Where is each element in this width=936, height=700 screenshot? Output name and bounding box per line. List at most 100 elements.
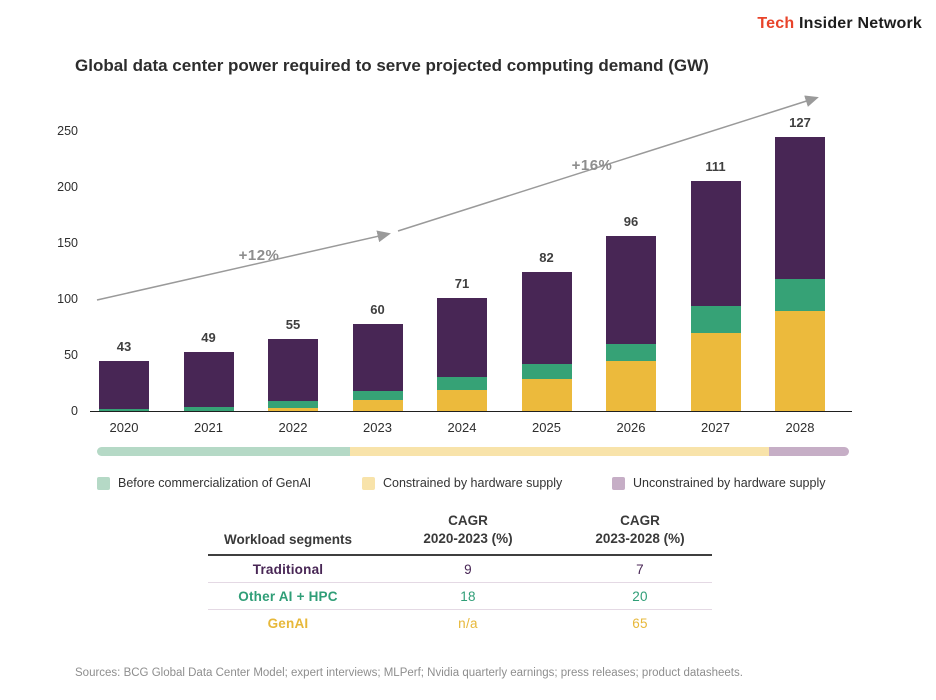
ribbon-phase-before-genai: [97, 447, 350, 456]
bar-segment-genai: [521, 378, 572, 411]
table-header-cagr-2023-2028: CAGR 2023-2028 (%): [568, 512, 712, 547]
workload-segments-table: Workload segments CAGR 2020-2023 (%) CAG…: [208, 512, 712, 637]
legend-label: Before commercialization of GenAI: [118, 476, 312, 490]
bar-segment-other-ai-hpc: [268, 400, 318, 408]
bar-segment-traditional: [352, 323, 403, 391]
table-header-cagr-2020-2023: CAGR 2020-2023 (%): [368, 512, 568, 547]
bar-total-label-2025: 82: [539, 250, 554, 266]
bar-2020: [99, 360, 149, 411]
table-header-line: CAGR: [448, 513, 488, 528]
bar-segment-other-ai-hpc: [690, 305, 741, 333]
y-axis-tick-label: 250: [57, 124, 78, 138]
plot-area: 43 2020 49 2021 55 2022 60 2023 71 2024 82 2025 96 20…: [95, 115, 850, 435]
bar-total-label-2023: 60: [370, 301, 385, 317]
legend-label: Constrained by hardware supply: [383, 476, 563, 490]
y-axis: 0 50 100 150 200 250: [36, 124, 78, 418]
bar-segment-other-ai-hpc: [775, 278, 825, 312]
segment-name: Other AI + HPC: [238, 588, 338, 604]
cagr-value: 9: [464, 561, 472, 577]
bar-2023: [352, 323, 403, 411]
brand-logo-primary: Tech: [757, 15, 795, 32]
bar-segment-traditional: [606, 236, 656, 344]
brand-logo: Tech Insider Network: [757, 15, 922, 33]
bar-2021: [183, 351, 234, 411]
growth-annotation-2020-2023: +12%: [238, 247, 280, 264]
bar-2028: [775, 136, 825, 411]
bar-segment-genai: [268, 407, 318, 411]
table-header-workload-segments: Workload segments: [223, 532, 353, 548]
bar-total-label-2021: 49: [201, 329, 216, 345]
bar-segment-traditional: [437, 297, 487, 378]
x-axis-label-2020: 2020: [109, 420, 139, 435]
bar-segment-traditional: [775, 136, 825, 279]
table-row-traditional: Traditional 9 7: [208, 556, 712, 584]
x-axis-label-2022: 2022: [278, 420, 308, 435]
legend-label: Unconstrained by hardware supply: [633, 476, 826, 490]
legend-item-unconstrained: Unconstrained by hardware supply: [612, 476, 825, 490]
table-row-genai: GenAI n/a 65: [208, 610, 712, 637]
x-axis-label-2023: 2023: [363, 420, 392, 435]
bar-total-label-2028: 127: [789, 114, 811, 130]
legend-item-constrained: Constrained by hardware supply: [362, 476, 562, 490]
bar-segment-other-ai-hpc: [437, 377, 487, 390]
chart-legend: Before commercialization of GenAI Constr…: [97, 476, 877, 494]
table-header-line: 2023-2028 (%): [595, 530, 685, 546]
brand-logo-rest: Insider Network: [794, 15, 922, 32]
legend-swatch-yellow: [362, 476, 375, 490]
x-axis-baseline: [90, 411, 852, 412]
segment-name: Traditional: [252, 561, 324, 577]
bar-2027: [690, 181, 741, 411]
cagr-value: 20: [632, 588, 648, 604]
bar-segment-other-ai-hpc: [183, 406, 234, 411]
bar-total-label-2022: 55: [285, 317, 301, 333]
x-axis-label-2028: 2028: [785, 420, 815, 435]
y-axis-tick-label: 200: [57, 180, 78, 194]
cagr-value: 18: [460, 588, 476, 604]
cagr-value: 65: [632, 616, 648, 632]
bar-segment-genai: [437, 389, 487, 411]
legend-item-before-genai: Before commercialization of GenAI: [97, 476, 311, 490]
bar-segment-other-ai-hpc: [606, 343, 656, 361]
bar-2022: [268, 339, 318, 411]
x-axis-label-2026: 2026: [616, 420, 646, 435]
bar-segment-traditional: [99, 360, 149, 409]
table-row-other-ai-hpc: Other AI + HPC 18 20: [208, 583, 712, 611]
timeline-ribbon: [97, 447, 849, 456]
legend-swatch-green: [97, 476, 110, 490]
bar-segment-genai: [775, 311, 825, 411]
legend-swatch-purple: [612, 476, 625, 490]
table-header-line: CAGR: [620, 513, 660, 528]
y-axis-tick-label: 50: [64, 348, 78, 362]
bar-segment-traditional: [183, 351, 234, 407]
ribbon-phase-constrained: [349, 447, 769, 456]
cagr-value: n/a: [458, 616, 478, 632]
bar-total-label-2026: 96: [623, 214, 639, 230]
bar-segment-genai: [690, 332, 741, 411]
x-axis-label-2027: 2027: [701, 420, 730, 435]
bar-segment-traditional: [521, 272, 572, 364]
chart-title: Global data center power required to ser…: [75, 56, 709, 75]
bar-2026: [606, 236, 656, 411]
bar-segment-other-ai-hpc: [352, 390, 403, 400]
bar-segment-other-ai-hpc: [99, 408, 149, 411]
bar-segment-traditional: [268, 339, 318, 401]
bar-segment-other-ai-hpc: [521, 363, 572, 379]
x-axis-label-2025: 2025: [532, 420, 561, 435]
table-header-row: Workload segments CAGR 2020-2023 (%) CAG…: [208, 512, 712, 557]
cagr-value: 7: [636, 561, 644, 577]
bar-segment-genai: [352, 399, 403, 411]
bar-2024: [437, 297, 487, 411]
y-axis-tick-label: 100: [57, 292, 78, 306]
bar-total-label-2024: 71: [454, 275, 470, 291]
y-axis-tick-label: 0: [71, 404, 78, 418]
bar-segment-genai: [606, 360, 656, 411]
bar-total-label-2020: 43: [116, 338, 132, 354]
bar-total-label-2027: 111: [705, 159, 726, 175]
table-header-line: 2020-2023 (%): [423, 530, 513, 546]
x-axis-label-2021: 2021: [194, 420, 223, 435]
growth-annotation-2023-2028: +16%: [571, 157, 613, 174]
sources-note: Sources: BCG Global Data Center Model; e…: [75, 667, 743, 679]
ribbon-phase-unconstrained: [768, 447, 849, 456]
segment-name: GenAI: [267, 616, 309, 632]
